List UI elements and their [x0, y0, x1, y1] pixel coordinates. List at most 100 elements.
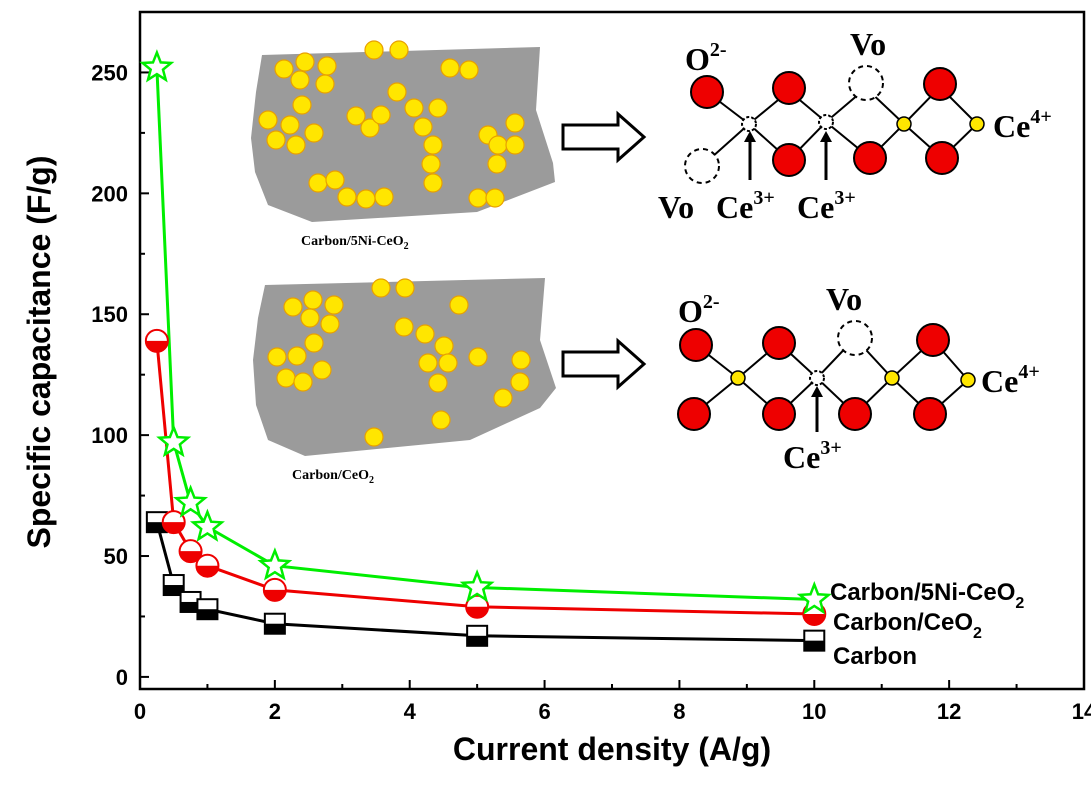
- particles-top: [258, 40, 525, 209]
- data-point-fill: [146, 522, 167, 533]
- data-point-fill: [145, 340, 168, 352]
- series-label-5ni-main: Carbon/5Ni-CeO: [830, 579, 1015, 606]
- particle: [371, 105, 391, 125]
- ce4-atom: [884, 370, 900, 386]
- particle: [440, 58, 460, 78]
- particle: [315, 74, 335, 94]
- oxygen-atom: [690, 75, 724, 109]
- series-label-ceo2-main: Carbon/CeO: [833, 609, 973, 636]
- particle: [505, 135, 525, 155]
- data-point-fill: [803, 614, 826, 626]
- x-tick-label: 12: [937, 699, 961, 724]
- particle: [423, 135, 443, 155]
- oxygen-atom: [677, 397, 711, 431]
- ce4-atom: [730, 370, 746, 386]
- label-o2-top-main: O: [685, 41, 710, 77]
- data-point-fill: [162, 522, 185, 534]
- ce4-atom: [896, 116, 912, 132]
- series-label-ceo2: Carbon/CeO2: [833, 609, 982, 642]
- label-vo-bottom-lattice: Vo: [826, 281, 862, 317]
- particle: [300, 308, 320, 328]
- particle: [286, 135, 306, 155]
- particle: [364, 40, 384, 60]
- data-point: [257, 547, 293, 581]
- arrow-top-icon: [561, 110, 647, 164]
- oxygen-atom: [772, 71, 806, 105]
- oxygen-atom: [762, 326, 796, 360]
- series-label-5ni-sub: 2: [1015, 595, 1024, 612]
- particle: [325, 170, 345, 190]
- ce3-site: [741, 116, 757, 132]
- particle: [295, 52, 315, 72]
- particle: [346, 106, 366, 126]
- data-point-fill: [264, 623, 285, 634]
- data-point: [189, 508, 225, 542]
- data-point-fill: [179, 551, 202, 563]
- data-point: [156, 423, 192, 458]
- particle: [312, 360, 332, 380]
- oxygen-atom: [762, 397, 796, 431]
- label-o2-bottom-sup: 2-: [703, 291, 720, 313]
- ce3-site: [809, 370, 825, 386]
- oxygen-atom: [679, 328, 713, 362]
- particle: [258, 110, 278, 130]
- arrow-bottom-icon: [561, 337, 647, 391]
- particle: [423, 173, 443, 193]
- particle: [488, 135, 508, 155]
- x-tick-label: 2: [269, 699, 281, 724]
- particle: [485, 188, 505, 208]
- label-ce3-b-sup: 3+: [834, 187, 855, 209]
- x-tick-label: 4: [404, 699, 417, 724]
- particles-bottom: [267, 278, 531, 447]
- label-vo-top: Vo: [850, 26, 886, 62]
- inset-flake-top: [251, 40, 555, 222]
- x-tick-label: 0: [134, 699, 146, 724]
- x-axis-title: Current density (A/g): [453, 731, 771, 767]
- ce3-arrow-head-icon: [744, 131, 756, 142]
- particle: [304, 123, 324, 143]
- particle: [421, 154, 441, 174]
- y-tick-label: 150: [91, 302, 128, 327]
- data-point-fill: [180, 601, 201, 612]
- particle: [413, 117, 433, 137]
- particle: [293, 372, 313, 392]
- inset-flake-bottom: [253, 278, 556, 456]
- inset-label-top: Carbon/5Ni-CeO2: [301, 234, 409, 252]
- particle: [468, 347, 488, 367]
- series-markers: [139, 49, 832, 652]
- data-point: [459, 569, 495, 603]
- x-tick-label: 14: [1072, 699, 1091, 724]
- particle: [428, 98, 448, 118]
- lattice-bottom: O2- Vo Ce3+ Ce4+: [677, 281, 1040, 475]
- tick-marks: [139, 71, 1085, 689]
- label-ce3-bottom-sup: 3+: [820, 437, 841, 459]
- particle: [280, 115, 300, 135]
- label-ce4-bottom-sup: 4+: [1018, 361, 1039, 383]
- particle: [267, 347, 287, 367]
- particle: [360, 118, 380, 138]
- x-tick-label: 6: [538, 699, 550, 724]
- particle: [493, 388, 513, 408]
- x-tick-label: 10: [802, 699, 826, 724]
- particle: [283, 297, 303, 317]
- inset-label-bottom-sub: 2: [369, 475, 374, 486]
- y-tick-label: 100: [91, 423, 128, 448]
- ce3-site: [818, 114, 834, 130]
- particle: [287, 346, 307, 366]
- particle: [449, 295, 469, 315]
- ce3-arrow-head-icon: [811, 386, 823, 397]
- data-point-fill: [263, 589, 286, 601]
- data-point-fill: [466, 606, 489, 618]
- lattice-top: O2- Vo Vo Ce3+ Ce3+ Ce4+: [658, 26, 1052, 225]
- particle: [292, 95, 312, 115]
- particle: [371, 278, 391, 298]
- series-label-5ni: Carbon/5Ni-CeO2: [830, 579, 1024, 612]
- particle: [356, 189, 376, 209]
- particle: [505, 113, 525, 133]
- particle: [468, 188, 488, 208]
- particle: [303, 290, 323, 310]
- y-tick-label: 0: [116, 665, 128, 690]
- particle: [510, 372, 530, 392]
- particle: [320, 314, 340, 334]
